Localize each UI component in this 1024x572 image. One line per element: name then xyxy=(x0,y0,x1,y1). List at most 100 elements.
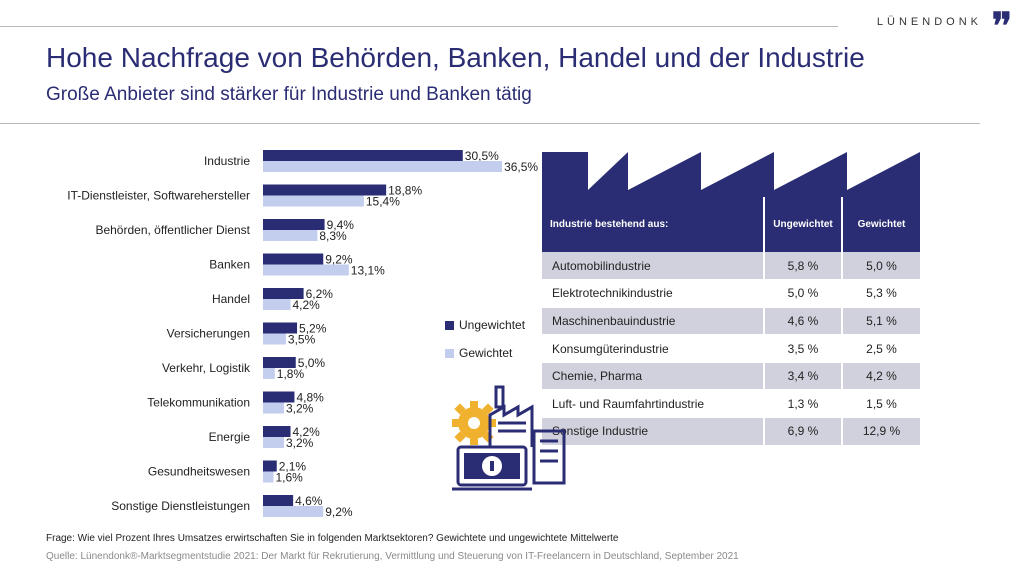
factory-building-icon xyxy=(488,385,566,485)
bar-gewichtet xyxy=(263,195,364,207)
table-header-industry: Industrie bestehend aus: xyxy=(542,197,764,252)
bar-gewichtet xyxy=(263,299,291,310)
category-label: IT-Dienstleister, Softwarehersteller xyxy=(67,189,250,203)
category-label: Energie xyxy=(209,430,251,444)
table-row: Automobilindustrie 5,8 % 5,0 % xyxy=(542,252,920,281)
bar-ungewichtet xyxy=(263,184,387,196)
table-header-ungewichtet: Ungewichtet xyxy=(763,197,842,252)
bar-gewichtet xyxy=(263,402,284,414)
table-cell-gewichtet: 5,1 % xyxy=(841,307,920,336)
data-label: 5,0% xyxy=(298,356,326,370)
banknote-icon xyxy=(452,445,532,491)
bar-gewichtet xyxy=(263,333,286,345)
footer-source: Quelle: Lünendonk®-Marktsegmentstudie 20… xyxy=(46,551,739,562)
table-cell-name: Luft- und Raumfahrtindustrie xyxy=(542,389,764,419)
table-cell-ungewichtet: 6,9 % xyxy=(763,417,842,446)
bar-ungewichtet xyxy=(263,219,325,230)
bar-chart: Industrie 30,5% 36,5% IT-Dienstleister, Sof… xyxy=(67,149,538,519)
table-cell-name: Elektrotechnikindustrie xyxy=(542,279,764,308)
data-label: 8,3% xyxy=(319,229,347,243)
brand-name: LÜNENDONK xyxy=(876,16,982,28)
data-label: 6,2% xyxy=(306,287,334,301)
data-label: 9,2% xyxy=(325,505,353,519)
table-cell-ungewichtet: 5,0 % xyxy=(763,279,842,308)
table-row: Sonstige Industrie 6,9 % 12,9 % xyxy=(542,417,920,446)
table-row: Maschinenbauindustrie 4,6 % 5,1 % xyxy=(542,307,920,336)
data-label: 3,2% xyxy=(286,402,314,416)
data-label: 5,2% xyxy=(299,322,327,336)
table-cell-name: Sonstige Industrie xyxy=(542,417,764,446)
legend-label-gewichtet: Gewichtet xyxy=(459,346,513,360)
table-header-gewichtet: Gewichtet xyxy=(841,197,920,252)
table-cell-name: Maschinenbauindustrie xyxy=(542,307,764,336)
bar-gewichtet xyxy=(263,471,274,483)
table-cell-ungewichtet: 1,3 % xyxy=(763,389,842,419)
data-label: 9,2% xyxy=(325,253,353,267)
table-cell-name: Konsumgüterindustrie xyxy=(542,334,764,363)
category-label: Telekommunikation xyxy=(147,396,250,410)
category-label: Verkehr, Logistik xyxy=(162,361,251,375)
data-label: 13,1% xyxy=(351,264,385,278)
chart-legend: Ungewichtet Gewichtet xyxy=(445,318,525,374)
bar-ungewichtet xyxy=(263,322,298,334)
category-label: Gesundheitswesen xyxy=(148,465,250,479)
table-row: Luft- und Raumfahrtindustrie 1,3 % 1,5 % xyxy=(542,389,920,419)
table-cell-gewichtet: 2,5 % xyxy=(841,334,920,363)
data-label: 9,4% xyxy=(327,218,355,232)
data-label: 4,2% xyxy=(293,425,321,439)
data-label: 4,6% xyxy=(295,494,323,508)
footer-question: Frage: Wie viel Prozent Ihres Umsatzes e… xyxy=(46,533,619,544)
data-label: 3,2% xyxy=(286,436,314,450)
legend-item-gewichtet: Gewichtet xyxy=(445,346,525,360)
data-label: 15,4% xyxy=(366,195,400,209)
category-label: Sonstige Dienstleistungen xyxy=(111,499,250,513)
factory-roof-icon xyxy=(542,152,920,198)
bar-ungewichtet xyxy=(263,426,291,437)
industry-table: Industrie bestehend aus: Ungewichtet Gew… xyxy=(542,197,920,446)
data-label: 1,6% xyxy=(275,471,303,485)
data-label: 4,8% xyxy=(296,391,324,405)
header-divider xyxy=(0,123,980,124)
data-label: 4,2% xyxy=(293,298,321,312)
data-label: 2,1% xyxy=(279,460,307,474)
data-label: 30,5% xyxy=(465,149,499,163)
bar-gewichtet xyxy=(263,437,284,448)
bar-gewichtet xyxy=(263,506,324,517)
data-label: 36,5% xyxy=(504,160,538,174)
page-subtitle: Große Anbieter sind stärker für Industri… xyxy=(46,84,532,105)
page-title: Hohe Nachfrage von Behörden, Banken, Han… xyxy=(46,42,865,73)
bar-ungewichtet xyxy=(263,460,277,472)
table-cell-gewichtet: 1,5 % xyxy=(841,389,920,419)
table-cell-gewichtet: 4,2 % xyxy=(841,362,920,391)
top-divider xyxy=(0,26,838,27)
bar-ungewichtet xyxy=(263,288,304,299)
bar-gewichtet xyxy=(263,264,349,276)
table-cell-gewichtet: 5,0 % xyxy=(841,252,920,281)
legend-swatch-gewichtet xyxy=(445,348,454,358)
table-row: Konsumgüterindustrie 3,5 % 2,5 % xyxy=(542,334,920,363)
legend-swatch-ungewichtet xyxy=(445,320,454,330)
table-cell-ungewichtet: 4,6 % xyxy=(763,307,842,336)
data-label: 18,8% xyxy=(388,184,422,198)
category-label: Versicherungen xyxy=(167,327,250,341)
category-label: Banken xyxy=(209,258,250,272)
table-row: Chemie, Pharma 3,4 % 4,2 % xyxy=(542,362,920,391)
table-cell-gewichtet: 5,3 % xyxy=(841,279,920,308)
bar-ungewichtet xyxy=(263,391,295,403)
industry-money-icon xyxy=(452,385,566,491)
data-label: 3,5% xyxy=(288,333,316,347)
brand-quote-icon: ❜❜ xyxy=(991,5,1012,47)
bar-ungewichtet xyxy=(263,495,294,506)
data-label: 1,8% xyxy=(277,367,305,381)
legend-label-ungewichtet: Ungewichtet xyxy=(459,318,526,332)
category-label: Industrie xyxy=(204,154,250,168)
table-header-row: Industrie bestehend aus: Ungewichtet Gew… xyxy=(542,197,920,252)
bar-ungewichtet xyxy=(263,357,296,368)
table-cell-ungewichtet: 3,4 % xyxy=(763,362,842,391)
table-cell-gewichtet: 12,9 % xyxy=(841,417,920,446)
bar-gewichtet xyxy=(263,230,318,241)
bar-ungewichtet xyxy=(263,150,463,161)
bar-ungewichtet xyxy=(263,253,324,265)
table-row: Elektrotechnikindustrie 5,0 % 5,3 % xyxy=(542,279,920,308)
table-cell-name: Automobilindustrie xyxy=(542,252,764,281)
